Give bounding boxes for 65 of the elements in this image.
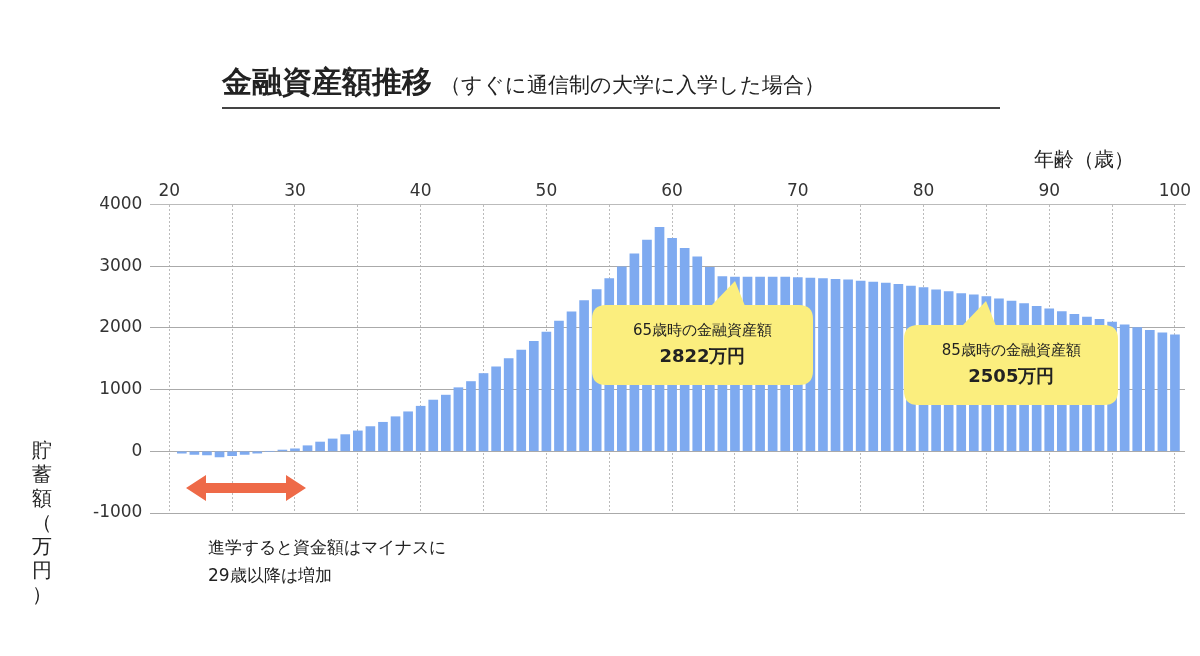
bar bbox=[880, 282, 891, 452]
bar bbox=[516, 349, 527, 452]
chart-subtitle: （すぐに通信制の大学に入学した場合） bbox=[440, 73, 825, 97]
x-tick-label: 80 bbox=[912, 179, 935, 200]
bar bbox=[378, 421, 388, 452]
bar bbox=[830, 279, 841, 452]
bar bbox=[327, 438, 338, 452]
bar bbox=[177, 451, 187, 454]
bar bbox=[352, 430, 363, 452]
bar bbox=[893, 284, 904, 452]
text: 進学すると資金額はマイナスに 29歳以降は増加 bbox=[208, 536, 446, 587]
bar bbox=[855, 280, 866, 452]
bar bbox=[528, 341, 539, 452]
x-tick-label: 100 bbox=[1158, 179, 1192, 200]
bar bbox=[566, 311, 577, 452]
bar bbox=[403, 411, 413, 452]
x-tick-label: 50 bbox=[535, 179, 558, 200]
bar bbox=[340, 434, 351, 452]
bar bbox=[390, 416, 401, 452]
bar bbox=[1157, 332, 1168, 452]
y-tick-label: 2000 bbox=[99, 316, 143, 337]
y-tick-label: 4000 bbox=[99, 192, 143, 213]
x-tick-label: 70 bbox=[786, 179, 809, 200]
bar bbox=[478, 373, 489, 452]
x-tick-label: 60 bbox=[661, 179, 683, 200]
x-tick-label: 20 bbox=[158, 179, 181, 200]
bar bbox=[868, 281, 879, 452]
bar bbox=[541, 331, 552, 452]
bar bbox=[1132, 327, 1143, 452]
bar bbox=[189, 451, 200, 455]
chart-title: 金融資産額推移 bbox=[222, 64, 432, 99]
bar bbox=[503, 358, 514, 452]
y-tick-label: 0 bbox=[131, 439, 143, 460]
bar bbox=[252, 451, 263, 454]
bar bbox=[843, 279, 853, 452]
bar bbox=[1119, 324, 1130, 452]
bar bbox=[453, 387, 464, 452]
bar bbox=[428, 399, 439, 452]
bar bbox=[466, 381, 476, 452]
bar bbox=[227, 451, 237, 456]
bar bbox=[315, 441, 325, 452]
y-tick-label: 3000 bbox=[99, 254, 143, 275]
annotation: 85歳時の金融資産額 2505万円 bbox=[940, 339, 1082, 388]
bar bbox=[302, 445, 313, 452]
x-axis-title: 年齢（歳） bbox=[1034, 146, 1134, 173]
bar bbox=[202, 451, 212, 456]
bar bbox=[415, 405, 426, 452]
bar bbox=[1170, 334, 1180, 452]
annotation: 65歳時の金融資産額 2822万円 bbox=[631, 320, 773, 369]
bar bbox=[554, 320, 564, 452]
bar bbox=[239, 451, 250, 455]
bar bbox=[818, 278, 828, 452]
bar bbox=[365, 426, 376, 452]
bar bbox=[491, 366, 501, 452]
bar bbox=[290, 448, 300, 452]
y-tick-label: -1000 bbox=[92, 501, 143, 522]
y-axis-title: 貯蓄額（万円） bbox=[31, 438, 53, 606]
bar bbox=[579, 300, 589, 452]
bar bbox=[440, 394, 451, 452]
bar bbox=[1144, 329, 1155, 452]
bar bbox=[214, 451, 225, 458]
x-tick-label: 40 bbox=[409, 179, 432, 200]
y-tick-label: 1000 bbox=[99, 377, 143, 398]
x-tick-label: 90 bbox=[1038, 179, 1061, 200]
x-tick-label: 30 bbox=[284, 179, 306, 200]
